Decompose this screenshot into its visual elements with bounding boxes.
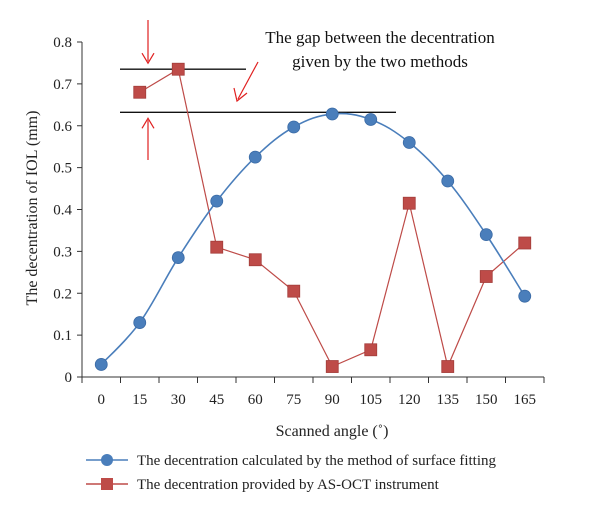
x-tick-label: 75 — [286, 392, 301, 408]
legend: The decentration calculated by the metho… — [86, 453, 497, 493]
data-point — [133, 85, 147, 99]
y-tick-label: 0.2 — [53, 286, 72, 302]
legend-item: The decentration calculated by the metho… — [86, 453, 497, 469]
y-tick-label: 0.3 — [53, 244, 72, 260]
arrow-diagonal-shaft — [237, 61, 259, 100]
data-point — [210, 240, 224, 254]
data-point — [479, 270, 493, 283]
x-tick-label: 120 — [398, 392, 421, 408]
data-point — [325, 360, 339, 373]
x-tick-label: 45 — [209, 392, 224, 408]
series-line — [100, 112, 526, 365]
data-point — [171, 251, 185, 265]
data-point — [479, 228, 493, 242]
axes: 0 0.1 0.2 0.3 0.4 0.5 0.6 0.7 0.8 0 15 30 45 60 75 90 10… — [53, 35, 545, 408]
data-point — [94, 358, 108, 371]
x-tick-label: 135 — [437, 392, 460, 408]
gap-annotation-text: The gap between the decentration — [265, 28, 495, 47]
data-point — [248, 253, 262, 267]
y-tick-label: 0.5 — [53, 161, 72, 177]
data-point — [248, 150, 262, 164]
gap-annotation: The gap between the decentration given by… — [120, 20, 495, 160]
legend-item: The decentration provided by AS-OCT inst… — [86, 477, 440, 493]
data-point — [518, 236, 532, 250]
y-tick-label: 0.4 — [53, 203, 72, 219]
arrow-down-head — [141, 52, 155, 65]
data-point — [364, 113, 378, 126]
arrow-up-head — [141, 117, 155, 129]
gap-annotation-text: given by the two methods — [292, 52, 468, 71]
data-point — [402, 136, 416, 149]
data-point — [287, 120, 301, 134]
series-layer — [94, 62, 532, 373]
x-tick-label: 30 — [171, 392, 186, 408]
data-point — [518, 289, 532, 303]
y-tick-label: 0 — [65, 370, 73, 386]
legend-label: The decentration provided by AS-OCT inst… — [137, 477, 440, 493]
data-point — [325, 107, 339, 121]
y-tick-label: 0.1 — [53, 328, 72, 344]
data-point — [287, 284, 301, 298]
data-point — [441, 174, 455, 188]
x-tick-label: 105 — [360, 392, 383, 408]
series-as-oct — [133, 62, 532, 373]
x-tick-label: 15 — [132, 392, 147, 408]
series-surface-fitting — [94, 107, 532, 371]
x-tick-label: 90 — [325, 392, 340, 408]
x-axis-title: Scanned angle (˚) — [276, 423, 389, 440]
data-point — [364, 343, 378, 357]
data-point — [171, 62, 185, 76]
y-tick-label: 0.6 — [53, 119, 72, 135]
arrow-diagonal-head — [233, 87, 248, 103]
x-tick-label: 0 — [98, 392, 106, 408]
data-point — [441, 360, 455, 373]
data-point — [133, 316, 147, 329]
data-point — [210, 194, 224, 208]
x-tick-label: 165 — [514, 392, 537, 408]
y-axis-title: The decentration of IOL (mm) — [24, 111, 41, 306]
x-tick-label: 60 — [248, 392, 263, 408]
x-tick-label: 150 — [475, 392, 498, 408]
legend-label: The decentration calculated by the metho… — [137, 453, 497, 469]
data-point — [402, 196, 416, 210]
legend-marker — [101, 478, 113, 490]
legend-marker — [101, 454, 113, 466]
y-tick-label: 0.7 — [53, 77, 72, 93]
y-tick-label: 0.8 — [53, 35, 72, 51]
